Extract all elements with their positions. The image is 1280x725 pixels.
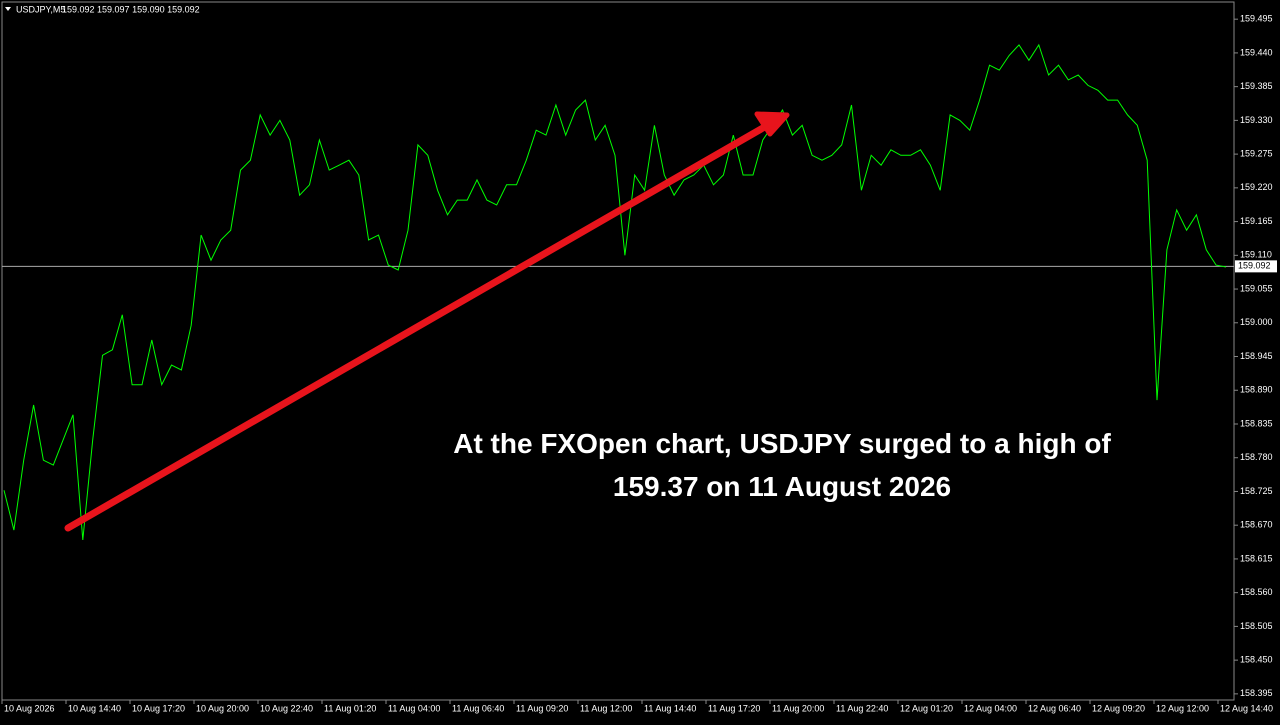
- x-tick-label: 10 Aug 22:40: [260, 703, 313, 713]
- x-tick-label: 11 Aug 04:00: [388, 703, 440, 713]
- x-tick-label: 11 Aug 14:40: [644, 703, 696, 713]
- y-tick-label: 159.220: [1240, 182, 1273, 192]
- y-tick-label: 158.395: [1240, 688, 1273, 698]
- y-tick-label: 159.110: [1240, 250, 1272, 260]
- y-tick-label: 158.945: [1240, 351, 1273, 361]
- y-tick-label: 158.835: [1240, 418, 1273, 428]
- x-tick-label: 11 Aug 12:00: [580, 703, 632, 713]
- x-tick-label: 12 Aug 14:40: [1220, 703, 1273, 713]
- y-tick-label: 158.780: [1240, 452, 1273, 462]
- y-tick-label: 158.505: [1240, 621, 1273, 631]
- y-tick-label: 159.000: [1240, 317, 1273, 327]
- y-tick-label: 158.670: [1240, 520, 1273, 530]
- x-tick-label: 10 Aug 2026: [4, 703, 55, 713]
- x-tick-label: 11 Aug 20:00: [772, 703, 824, 713]
- y-tick-label: 159.495: [1240, 14, 1273, 24]
- annotation: 159.37 on 11 August 2026: [612, 471, 952, 502]
- menu-icon[interactable]: [5, 7, 11, 11]
- y-tick-label: 158.890: [1240, 385, 1273, 395]
- x-tick-label: 11 Aug 01:20: [324, 703, 376, 713]
- y-tick-label: 158.560: [1240, 587, 1273, 597]
- y-tick-label: 159.275: [1240, 148, 1273, 158]
- quote: 159.092 159.097 159.090 159.092: [62, 4, 200, 14]
- y-tick-label: 159.165: [1240, 216, 1273, 226]
- x-tick-label: 11 Aug 22:40: [836, 703, 888, 713]
- current-price-label: 159.092: [1238, 261, 1271, 271]
- y-tick-label: 159.385: [1240, 81, 1273, 91]
- arrow-shaft: [64, 117, 779, 532]
- x-tick-label: 12 Aug 01:20: [900, 703, 953, 713]
- x-tick-label: 12 Aug 09:20: [1092, 703, 1145, 713]
- chart-title: USDJPY,M5: [16, 4, 65, 14]
- x-tick-label: 11 Aug 09:20: [516, 703, 568, 713]
- y-tick-label: 159.055: [1240, 283, 1273, 293]
- y-tick-label: 159.330: [1240, 115, 1273, 125]
- price-line: [3, 43, 1227, 540]
- x-tick-label: 12 Aug 12:00: [1156, 703, 1209, 713]
- x-tick-label: 11 Aug 17:20: [708, 703, 760, 713]
- arrow-head: [754, 111, 790, 137]
- y-tick-label: 158.725: [1240, 486, 1273, 496]
- y-tick-label: 159.440: [1240, 47, 1273, 57]
- y-tick-label: 158.450: [1240, 655, 1273, 665]
- x-tick-label: 12 Aug 06:40: [1028, 703, 1081, 713]
- plot-frame: [1, 1, 1235, 701]
- x-tick-label: 10 Aug 17:20: [132, 703, 185, 713]
- x-tick-label: 11 Aug 06:40: [452, 703, 504, 713]
- x-tick-label: 10 Aug 20:00: [196, 703, 249, 713]
- annotation: At the FXOpen chart, USDJPY surged to a …: [453, 428, 1111, 459]
- current-price-box: [1235, 260, 1277, 273]
- x-tick-label: 10 Aug 14:40: [68, 703, 121, 713]
- x-tick-label: 12 Aug 04:00: [964, 703, 1017, 713]
- y-tick-label: 158.615: [1240, 553, 1273, 563]
